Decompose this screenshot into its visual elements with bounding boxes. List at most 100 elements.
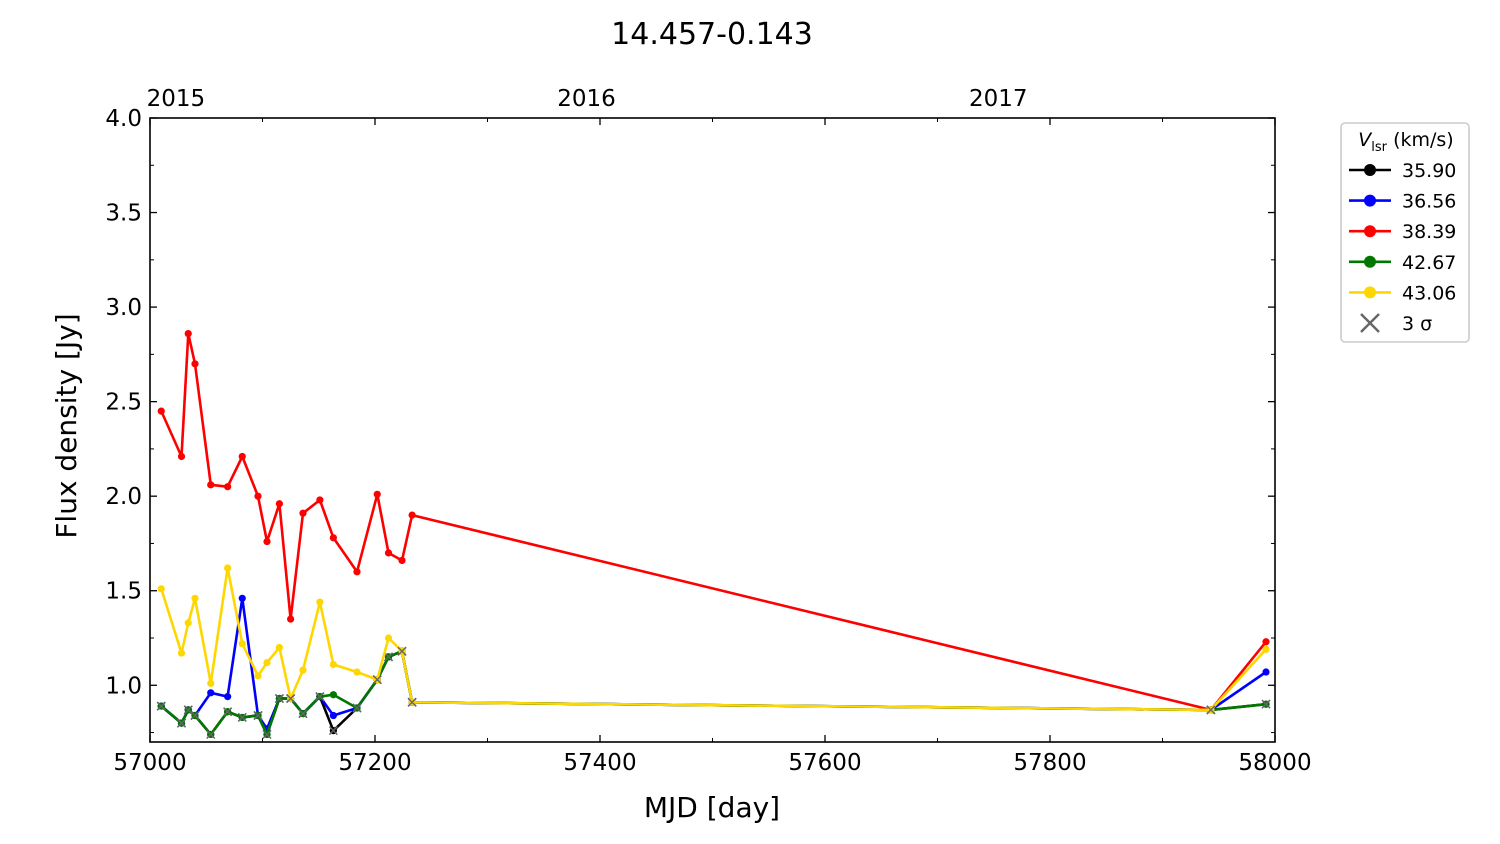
data-point (398, 556, 406, 565)
y-tick-label: 4.0 (105, 106, 142, 132)
sigma-marker (237, 712, 247, 722)
data-point (299, 666, 307, 674)
legend-sigma-label: 3 σ (1402, 313, 1432, 335)
sigma-marker (223, 707, 233, 717)
legend-item: 42.67 (1349, 252, 1456, 274)
sigma-marker (1261, 699, 1271, 709)
legend-items: 35.90 36.56 38.39 42.67 43.06 3 σ (1349, 160, 1456, 335)
legend-item: 36.56 (1349, 191, 1456, 213)
series-35-90 (156, 646, 1271, 739)
data-point (275, 500, 283, 508)
data-point (1262, 668, 1270, 676)
data-point (191, 360, 199, 368)
y-tick-label: 1.0 (105, 673, 142, 699)
data-point (238, 640, 246, 648)
data-point (157, 407, 165, 415)
top-tick-label: 2015 (147, 86, 206, 112)
legend-label: 38.39 (1402, 221, 1456, 243)
sigma-marker (315, 692, 325, 702)
data-point (287, 615, 295, 623)
data-point (224, 564, 232, 572)
series-line (160, 649, 1267, 736)
series-line (160, 332, 1268, 712)
data-point (207, 679, 215, 687)
sigma-marker (262, 729, 272, 739)
data-point (1262, 638, 1270, 646)
top-axis-ticks: 2015 2016 2017 (147, 86, 1028, 112)
legend-label: 35.90 (1402, 160, 1456, 182)
sigma-marker (206, 729, 216, 739)
y-axis-label: Flux density [Jy] (50, 313, 83, 538)
data-point (191, 594, 199, 602)
data-point (299, 509, 307, 517)
sigma-marker (183, 705, 193, 715)
data-point (384, 634, 393, 642)
x-tick-label: 57000 (113, 750, 186, 776)
data-point (177, 452, 186, 461)
y-axis-ticks: 1.0 1.5 2.0 2.5 3.0 3.5 4.0 (105, 106, 1275, 734)
legend-marker (1364, 194, 1376, 207)
sigma-marker (1206, 705, 1216, 715)
chart-title: 14.457-0.143 (611, 17, 813, 52)
series-43-06 (157, 564, 1270, 715)
data-point (254, 672, 262, 680)
y-tick-label: 3.0 (105, 295, 142, 321)
legend-label: 42.67 (1402, 252, 1456, 274)
data-point (207, 689, 215, 697)
data-point (254, 492, 262, 500)
legend-marker (1364, 255, 1376, 268)
sigma-marker (407, 697, 417, 707)
data-point (184, 619, 192, 627)
y-tick-label: 3.5 (105, 201, 142, 227)
data-point (329, 711, 337, 720)
data-point (224, 693, 232, 701)
data-point (224, 483, 232, 491)
data-point (275, 643, 283, 652)
plot-area: 57000 57200 57400 57600 57800 58000 1.0 1.5 2.0… (105, 86, 1311, 776)
legend-item: 35.90 (1349, 160, 1456, 182)
sigma-marker (274, 694, 284, 704)
sigma-marker (397, 646, 407, 656)
data-point (207, 481, 215, 489)
legend-marker (1364, 164, 1376, 176)
sigma-marker (190, 711, 200, 721)
legend-marker (1364, 286, 1376, 299)
legend-marker (1364, 225, 1376, 238)
data-point (263, 658, 271, 667)
legend-item: 43.06 (1349, 282, 1456, 304)
y-tick-label: 2.0 (105, 484, 142, 510)
x-tick-label: 57400 (563, 750, 636, 776)
sigma-marker (352, 703, 362, 713)
data-point (329, 691, 337, 699)
legend-title-symbol: V (1358, 129, 1373, 151)
sigma-marker (384, 652, 393, 662)
series-line (160, 649, 1267, 736)
x-axis-ticks: 57000 57200 57400 57600 57800 58000 (113, 118, 1312, 776)
series-38-39 (157, 329, 1270, 715)
sigma-marker (328, 726, 338, 736)
series-42-67 (156, 646, 1271, 739)
data-point (238, 594, 246, 602)
data-point (263, 537, 271, 546)
data-point (238, 452, 246, 461)
data-point (329, 534, 337, 542)
legend-title-unit: (km/s) (1393, 129, 1454, 151)
sigma-marker (177, 718, 186, 728)
data-point (1262, 645, 1270, 653)
series-36-56 (156, 594, 1270, 733)
data-point (184, 329, 192, 338)
data-point (373, 490, 381, 498)
sigma-marker (286, 694, 296, 704)
data-point (157, 585, 165, 593)
sigma-marker (253, 711, 263, 721)
x-tick-label: 57800 (1013, 750, 1086, 776)
x-tick-label: 57600 (788, 750, 861, 776)
data-point (353, 568, 361, 576)
legend-item-sigma: 3 σ (1360, 313, 1432, 335)
legend-sigma-marker (1360, 313, 1380, 333)
data-point (329, 660, 337, 669)
x-tick-label: 57200 (338, 750, 411, 776)
legend-title-subscript: lsr (1371, 140, 1387, 155)
legend-title: Vlsr (km/s) (1358, 129, 1453, 155)
